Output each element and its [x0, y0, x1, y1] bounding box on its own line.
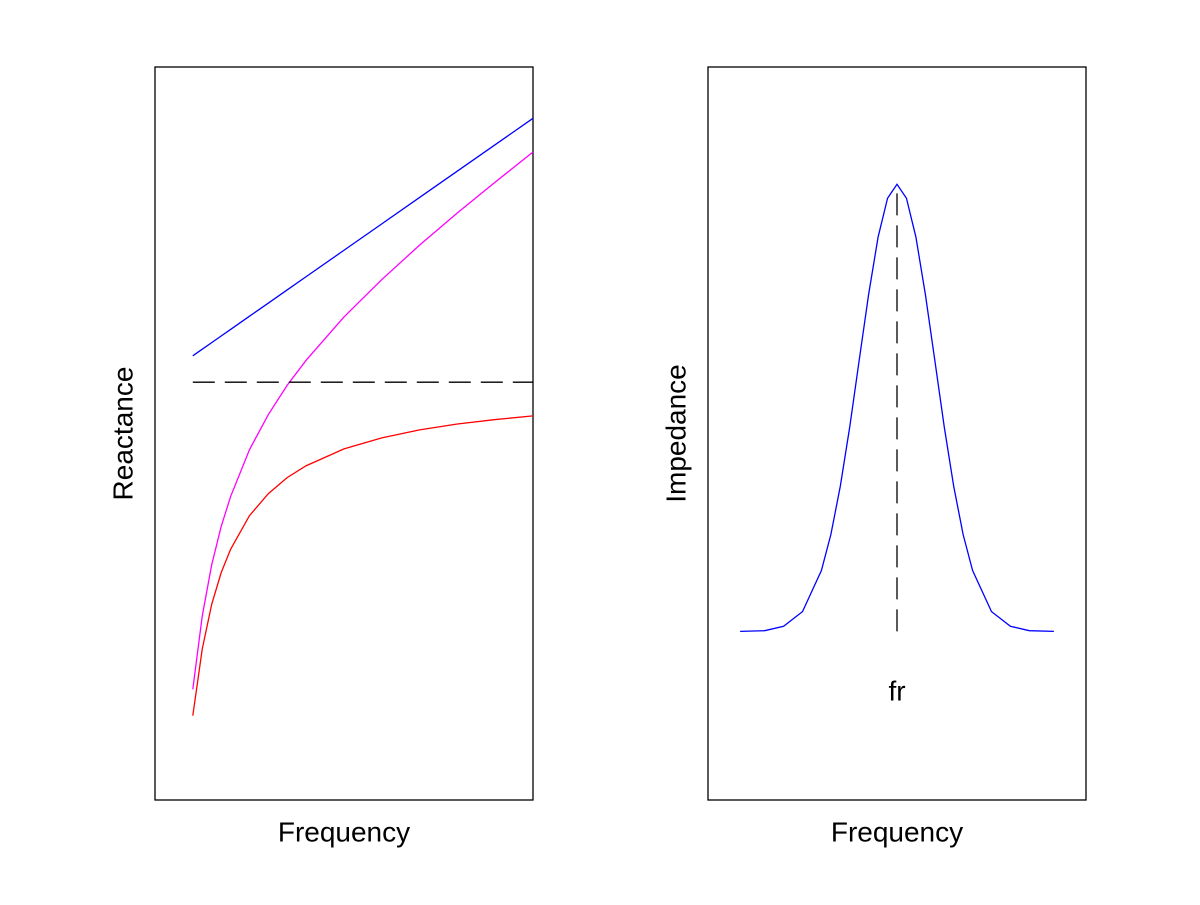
plot-frame [154, 66, 534, 801]
y-axis-label: Impedance [660, 364, 691, 503]
curve [192, 151, 534, 690]
x-axis-label: Frequency [831, 816, 963, 847]
y-axis-label: Reactance [107, 367, 138, 501]
curve [740, 183, 1054, 633]
curve [192, 117, 534, 357]
curve [192, 415, 534, 716]
annotation: fr [888, 675, 905, 706]
plot-frame [707, 66, 1087, 801]
x-axis-label: Frequency [278, 816, 410, 847]
